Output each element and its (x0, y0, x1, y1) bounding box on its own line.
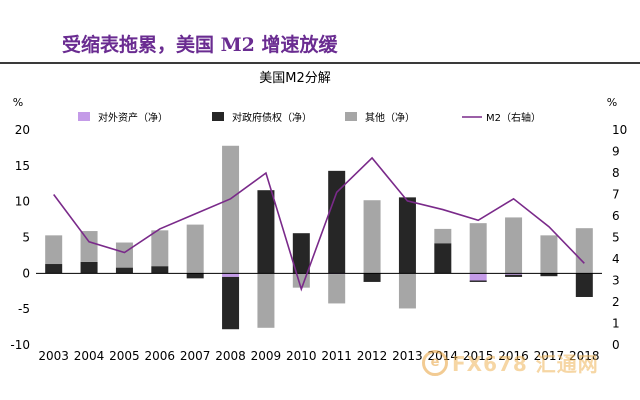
bar-2010 (292, 233, 310, 274)
bar-2013 (398, 273, 416, 309)
x-tick-label: 2018 (569, 349, 600, 363)
x-tick-label: 2010 (286, 349, 317, 363)
bar-2015 (469, 280, 487, 282)
left-tick-label: 0 (22, 266, 30, 280)
right-axis-unit: % (607, 96, 617, 109)
x-tick-label: 2012 (357, 349, 388, 363)
left-tick-label: 5 (22, 231, 30, 245)
watermark: e FX678 汇通网 (422, 348, 599, 377)
legend-label: 对政府债权（净） (232, 111, 312, 124)
bar-2017 (540, 235, 558, 274)
x-tick-label: 2017 (534, 349, 565, 363)
bar-2017 (540, 273, 558, 277)
page-headline: 受缩表拖累，美国 M2 增速放缓 (62, 34, 338, 56)
x-tick-label: 2005 (109, 349, 140, 363)
bar-2007 (186, 224, 204, 274)
legend-swatch-icon (345, 112, 357, 121)
bar-2008 (222, 145, 240, 274)
header-divider (0, 62, 640, 64)
legend-swatch-icon (78, 112, 90, 121)
x-tick-label: 2011 (321, 349, 352, 363)
bar-2007 (186, 273, 204, 279)
bar-2011 (328, 274, 346, 304)
legend-label: M2（右轴） (486, 111, 541, 124)
left-axis-ticks: -10 -5 0 5 10 15 20 (10, 123, 30, 352)
bar-2005 (115, 242, 133, 268)
x-tick-label: 2009 (251, 349, 282, 363)
bar-2010 (292, 273, 310, 288)
left-tick-label: -5 (18, 302, 30, 316)
bar-2009 (257, 273, 275, 328)
bar-2005 (115, 267, 133, 274)
bar-2011 (328, 170, 346, 274)
left-tick-label: 15 (15, 159, 30, 173)
right-tick-label: 2 (612, 295, 620, 309)
legend-label: 其他（净） (365, 111, 415, 124)
bar-2009 (257, 190, 275, 274)
bar-2015 (469, 223, 487, 274)
bar-2016 (505, 273, 523, 275)
bar-2006 (151, 230, 169, 267)
chart-legend: 对外资产（净） 对政府债权（净） 其他（净） M2（右轴） (78, 111, 541, 124)
x-tick-label: 2013 (392, 349, 423, 363)
right-axis-ticks: 0 1 2 3 4 5 6 7 8 9 10 (612, 123, 627, 352)
bar-2018 (575, 273, 593, 297)
m2-decomposition-chart: 美国M2分解 对外资产（净） 对政府债权（净） 其他（净） M2（右轴） % % -1… (10, 71, 627, 363)
legend-label: 对外资产（净） (98, 111, 168, 124)
bar-2012 (363, 273, 381, 282)
right-tick-label: 10 (612, 123, 627, 137)
bar-2004 (80, 231, 98, 262)
right-tick-label: 3 (612, 274, 620, 288)
bar-2016 (505, 217, 523, 274)
right-tick-label: 4 (612, 252, 620, 266)
bar-2014 (434, 243, 452, 274)
right-tick-label: 9 (612, 145, 620, 159)
right-tick-label: 6 (612, 209, 620, 223)
bar-2014 (434, 228, 452, 244)
bar-2015 (469, 273, 487, 281)
chart-title: 美国M2分解 (259, 71, 331, 86)
right-tick-label: 8 (612, 166, 620, 180)
bar-2018 (575, 228, 593, 274)
x-tick-label: 2006 (145, 349, 176, 363)
bar-series (45, 145, 593, 330)
legend-swatch-icon (212, 112, 224, 121)
left-tick-label: 10 (15, 195, 30, 209)
bar-2006 (151, 266, 169, 274)
m2-line (53, 156, 585, 292)
right-tick-label: 7 (612, 188, 620, 202)
right-tick-label: 5 (612, 231, 620, 245)
bar-2013 (398, 197, 416, 274)
bar-2012 (363, 200, 381, 274)
header-band (0, 0, 640, 62)
bar-2003 (45, 235, 63, 265)
left-axis-unit: % (13, 96, 23, 109)
x-tick-label: 2003 (38, 349, 69, 363)
bar-2004 (80, 261, 98, 274)
left-tick-label: -10 (10, 338, 30, 352)
right-tick-label: 0 (612, 338, 620, 352)
left-tick-label: 20 (15, 123, 30, 137)
bar-2008 (222, 276, 240, 330)
bar-2008 (222, 273, 240, 277)
x-tick-label: 2007 (180, 349, 211, 363)
x-tick-label: 2016 (498, 349, 529, 363)
bar-2003 (45, 264, 63, 274)
x-tick-label: 2008 (215, 349, 246, 363)
x-axis-labels: 2003 2004 2005 2006 2007 2008 2009 2010 2011 2012… (38, 349, 599, 363)
x-tick-label: 2015 (463, 349, 494, 363)
watermark-logo-icon: e (422, 349, 448, 376)
x-tick-label: 2004 (74, 349, 105, 363)
bar-2016 (505, 274, 523, 277)
right-tick-label: 1 (612, 317, 620, 331)
watermark-text: FX678 汇通网 (452, 352, 599, 376)
